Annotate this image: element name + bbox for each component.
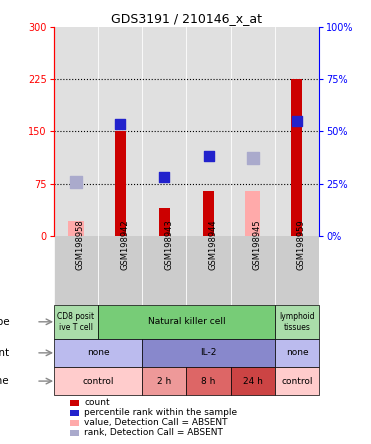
Text: value, Detection Call = ABSENT: value, Detection Call = ABSENT — [84, 418, 228, 428]
Bar — [142, 339, 275, 367]
Point — [206, 152, 211, 159]
Bar — [159, 208, 170, 236]
Bar — [70, 420, 79, 426]
Text: control: control — [281, 377, 313, 385]
Point — [117, 121, 123, 128]
Text: rank, Detection Call = ABSENT: rank, Detection Call = ABSENT — [84, 428, 223, 437]
Text: none: none — [286, 349, 308, 357]
Text: GSM198942: GSM198942 — [120, 219, 129, 270]
Bar — [186, 367, 231, 395]
Text: lymphoid
tissues: lymphoid tissues — [279, 312, 315, 332]
Point — [250, 155, 256, 162]
Text: 2 h: 2 h — [157, 377, 171, 385]
Text: 8 h: 8 h — [201, 377, 216, 385]
Bar — [70, 400, 79, 406]
Bar — [54, 305, 98, 339]
Text: none: none — [87, 349, 109, 357]
Bar — [275, 305, 319, 339]
Point — [73, 178, 79, 185]
Text: agent: agent — [0, 348, 10, 358]
Text: GSM198945: GSM198945 — [253, 219, 262, 270]
Bar — [275, 367, 319, 395]
Text: cell type: cell type — [0, 317, 10, 327]
Bar — [275, 339, 319, 367]
Bar — [70, 430, 79, 436]
Text: 24 h: 24 h — [243, 377, 263, 385]
Text: CD8 posit
ive T cell: CD8 posit ive T cell — [58, 312, 95, 332]
Bar — [68, 221, 83, 236]
Text: GSM198959: GSM198959 — [297, 219, 306, 270]
Text: control: control — [82, 377, 114, 385]
Bar — [98, 305, 275, 339]
Text: IL-2: IL-2 — [200, 349, 217, 357]
Bar — [292, 79, 302, 236]
Point — [161, 173, 167, 180]
Text: GSM198944: GSM198944 — [209, 219, 217, 270]
Bar — [115, 131, 126, 236]
Bar — [245, 191, 260, 236]
Bar — [54, 367, 142, 395]
Text: GSM198958: GSM198958 — [76, 219, 85, 270]
Text: Natural killer cell: Natural killer cell — [148, 317, 225, 326]
Point — [294, 118, 300, 125]
Text: GSM198943: GSM198943 — [164, 219, 173, 270]
Title: GDS3191 / 210146_x_at: GDS3191 / 210146_x_at — [111, 12, 262, 25]
Bar — [231, 367, 275, 395]
Text: percentile rank within the sample: percentile rank within the sample — [84, 408, 237, 417]
Bar — [142, 367, 186, 395]
Bar — [203, 191, 214, 236]
Bar — [70, 410, 79, 416]
Text: count: count — [84, 398, 110, 408]
Text: time: time — [0, 376, 10, 386]
Bar — [54, 339, 142, 367]
